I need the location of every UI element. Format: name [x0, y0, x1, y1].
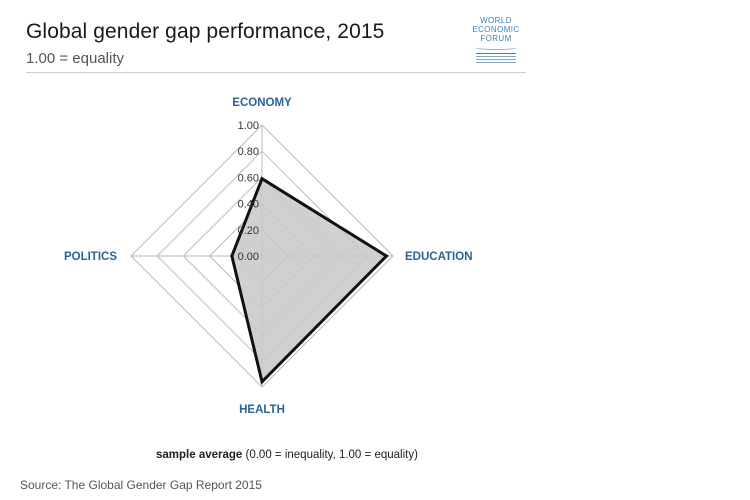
legend: sample average (0.00 = inequality, 1.00 …: [156, 449, 418, 461]
logo-text-line-1: WORLD: [480, 16, 512, 25]
axis-label-health: HEALTH: [239, 404, 285, 416]
data-point-economy: [260, 177, 264, 181]
tick-label-0-60: 0.60: [238, 172, 259, 184]
data-point-education: [384, 254, 388, 258]
axis-label-economy: ECONOMY: [232, 97, 292, 109]
chart-title: Global gender gap performance, 2015: [26, 20, 385, 43]
tick-label-0-00: 0.00: [238, 251, 259, 263]
tick-label-0-20: 0.20: [238, 225, 259, 237]
legend-bold-label: sample average: [156, 449, 243, 461]
axis-label-education: EDUCATION: [405, 251, 473, 263]
data-point-health: [260, 380, 264, 384]
source-note: Source: The Global Gender Gap Report 201…: [20, 478, 262, 492]
chart-subtitle: 1.00 = equality: [26, 50, 124, 67]
logo-text-line-3: FORUM: [480, 34, 512, 43]
logo-text-line-2: ECONOMIC: [472, 25, 520, 34]
axis-label-politics: POLITICS: [64, 251, 117, 263]
data-point-politics: [230, 254, 234, 258]
legend-description: (0.00 = inequality, 1.00 = equality): [242, 449, 418, 461]
tick-label-0-40: 0.40: [238, 199, 259, 211]
tick-label-0-80: 0.80: [238, 146, 259, 158]
header-divider: [26, 72, 526, 73]
tick-label-1-00: 1.00: [238, 120, 259, 132]
wef-logo: WORLD ECONOMIC FORUM: [466, 16, 526, 70]
logo-arc-icon: [474, 45, 518, 50]
logo-tagline-icon: [476, 53, 516, 64]
